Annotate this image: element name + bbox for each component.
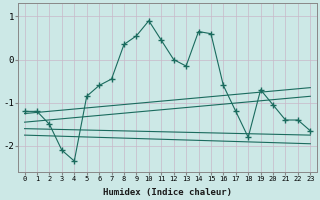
X-axis label: Humidex (Indice chaleur): Humidex (Indice chaleur) xyxy=(103,188,232,197)
